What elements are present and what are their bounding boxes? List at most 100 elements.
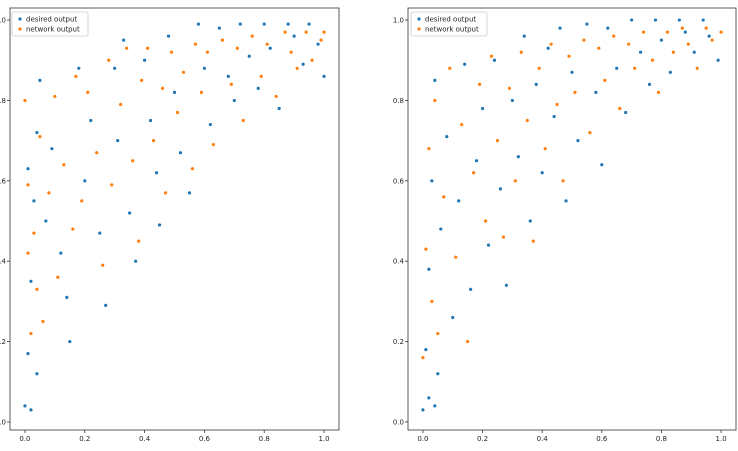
data-point	[181, 70, 186, 74]
data-point	[56, 275, 60, 279]
legend-box-left	[11, 11, 89, 37]
data-point	[448, 66, 452, 70]
data-point	[157, 223, 162, 227]
data-point	[47, 191, 51, 195]
data-point	[310, 58, 314, 62]
data-point	[274, 94, 278, 99]
data-point	[232, 98, 236, 103]
data-point	[166, 34, 171, 38]
data-point	[268, 46, 272, 50]
series-network-right	[421, 26, 723, 360]
data-point	[603, 78, 607, 82]
data-point	[277, 106, 281, 111]
data-point	[686, 42, 690, 46]
data-point	[719, 30, 723, 34]
data-point	[433, 404, 437, 408]
x-tick-label: 0.6	[596, 435, 608, 443]
legend-marker-network-right	[417, 27, 421, 31]
data-point	[564, 199, 568, 203]
data-point	[433, 98, 437, 103]
data-point	[128, 211, 132, 215]
data-point	[229, 82, 233, 86]
data-point	[265, 42, 269, 46]
x-tick-label: 0.8	[656, 435, 667, 443]
data-point	[647, 82, 652, 86]
data-point	[59, 251, 63, 255]
series-desired-right	[421, 18, 720, 412]
data-point	[199, 90, 204, 94]
legend-marker-desired-right	[417, 17, 421, 21]
data-point	[26, 183, 30, 187]
data-point	[483, 219, 488, 223]
data-point	[241, 118, 245, 123]
data-point	[668, 70, 673, 74]
data-point	[701, 18, 705, 22]
data-point	[528, 219, 532, 223]
data-point	[439, 227, 443, 231]
data-point	[692, 50, 696, 54]
data-point	[35, 372, 39, 376]
data-point	[292, 34, 296, 38]
data-point	[160, 86, 165, 90]
x-tick-label: 1.0	[716, 435, 727, 443]
data-point	[83, 179, 87, 183]
data-point	[259, 74, 263, 78]
data-point	[442, 195, 446, 199]
data-point	[585, 22, 589, 26]
data-point	[98, 231, 102, 235]
data-point	[307, 22, 311, 26]
data-point	[104, 303, 108, 308]
data-point	[430, 179, 434, 183]
data-point	[552, 114, 556, 119]
axes-frame-right	[407, 7, 737, 431]
data-point	[289, 50, 293, 54]
data-point	[519, 50, 523, 54]
legend-label-desired-right: desired output	[425, 16, 476, 24]
data-point	[86, 90, 90, 94]
data-point	[211, 143, 215, 147]
data-point	[427, 396, 431, 400]
y-tick-label: 0.2	[0, 338, 6, 346]
data-point	[656, 90, 661, 94]
data-point	[44, 219, 48, 223]
x-tick-label: 0.2	[79, 435, 90, 443]
y-tick-label: 1.0	[0, 17, 6, 25]
data-point	[543, 147, 547, 151]
data-point	[217, 26, 221, 30]
data-point	[65, 295, 69, 299]
data-point	[53, 94, 57, 99]
data-point	[122, 38, 126, 42]
data-point	[653, 18, 658, 22]
data-point	[250, 34, 254, 38]
data-point	[573, 90, 577, 94]
data-point	[89, 118, 93, 123]
data-point	[421, 356, 425, 360]
series-desired-left	[23, 22, 326, 412]
data-point	[627, 42, 631, 46]
data-point	[35, 287, 39, 291]
data-point	[322, 30, 326, 34]
y-tick-label: 0.6	[0, 177, 7, 185]
data-point	[650, 58, 655, 62]
legend-label-network-left: network output	[26, 26, 80, 34]
data-point	[659, 38, 664, 42]
data-point	[26, 167, 30, 171]
data-point	[35, 130, 39, 135]
y-tick-label: 0.2	[393, 338, 404, 346]
x-tick-label: 0.4	[139, 435, 151, 443]
data-point	[463, 62, 467, 66]
data-point	[283, 30, 287, 34]
data-point	[80, 199, 84, 203]
x-tick-label: 0.2	[477, 435, 488, 443]
data-point	[77, 66, 81, 70]
data-point	[131, 159, 135, 163]
data-point	[140, 78, 144, 82]
data-point	[26, 352, 30, 356]
y-tick-label: 0.8	[393, 97, 404, 105]
data-point	[540, 171, 544, 175]
data-point	[286, 22, 290, 26]
data-point	[421, 408, 425, 412]
y-ticks-right: 0.0 0.2 0.4 0.6 0.8 1.0	[393, 17, 408, 426]
data-point	[247, 54, 251, 58]
data-point	[474, 159, 479, 163]
